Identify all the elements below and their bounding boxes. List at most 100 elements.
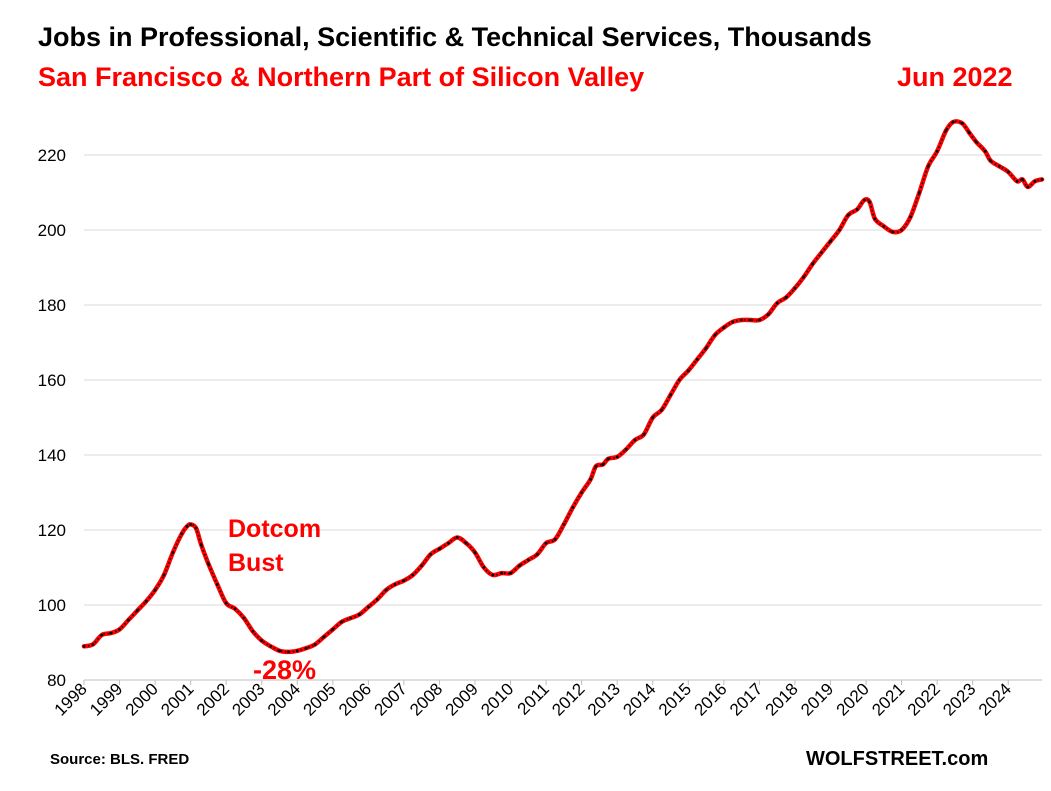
x-tick-label-2000: 2000 bbox=[122, 679, 162, 719]
data-point bbox=[784, 296, 788, 299]
y-tick-label-120: 120 bbox=[38, 521, 66, 540]
y-tick-label-160: 160 bbox=[38, 371, 66, 390]
data-point bbox=[983, 149, 987, 153]
data-point bbox=[838, 228, 841, 232]
data-point bbox=[855, 208, 859, 211]
chart-subtitle: San Francisco & Northern Part of Silicon… bbox=[38, 62, 645, 92]
data-point bbox=[126, 618, 130, 622]
data-point bbox=[967, 131, 971, 134]
data-point bbox=[215, 583, 219, 586]
data-point bbox=[304, 646, 308, 650]
data-point bbox=[669, 393, 672, 397]
data-point bbox=[482, 566, 486, 569]
data-point bbox=[562, 523, 566, 526]
data-point bbox=[535, 553, 539, 556]
y-tick-label-80: 80 bbox=[47, 671, 66, 690]
data-point bbox=[207, 562, 210, 566]
data-point bbox=[162, 573, 166, 577]
data-point bbox=[278, 649, 281, 653]
x-tick-label-2021: 2021 bbox=[868, 679, 908, 719]
data-point bbox=[553, 538, 557, 541]
y-tick-label-180: 180 bbox=[38, 296, 66, 315]
data-point bbox=[349, 616, 352, 620]
data-point bbox=[660, 408, 663, 412]
data-point bbox=[411, 573, 415, 577]
data-point bbox=[438, 547, 441, 551]
data-point bbox=[642, 433, 646, 436]
data-point bbox=[518, 564, 521, 567]
data-point bbox=[287, 650, 290, 654]
data-point bbox=[678, 378, 681, 382]
x-tick-label-2006: 2006 bbox=[335, 679, 375, 719]
data-point bbox=[686, 369, 690, 372]
data-point bbox=[1006, 170, 1010, 174]
data-point bbox=[464, 541, 468, 545]
data-point bbox=[749, 318, 752, 322]
data-point bbox=[429, 553, 432, 556]
data-point bbox=[295, 649, 299, 653]
data-point bbox=[189, 523, 193, 526]
data-point bbox=[802, 275, 806, 279]
data-point bbox=[153, 588, 157, 592]
data-point bbox=[766, 313, 770, 316]
data-point bbox=[900, 228, 903, 232]
data-point bbox=[420, 564, 424, 567]
x-tick-label-2012: 2012 bbox=[548, 679, 588, 719]
x-tick-label-2023: 2023 bbox=[939, 679, 979, 719]
data-point bbox=[367, 605, 370, 609]
data-point bbox=[944, 129, 948, 133]
data-point bbox=[1033, 179, 1037, 183]
x-tick-label-2024: 2024 bbox=[975, 679, 1015, 719]
data-point bbox=[589, 478, 592, 481]
y-tick-label-100: 100 bbox=[38, 596, 66, 615]
x-tick-label-2009: 2009 bbox=[442, 679, 482, 719]
data-point bbox=[601, 463, 605, 466]
data-point bbox=[580, 491, 584, 494]
data-point bbox=[1021, 178, 1024, 181]
data-point bbox=[331, 628, 335, 631]
data-point bbox=[242, 616, 246, 620]
data-point bbox=[109, 631, 113, 635]
x-tick-label-1999: 1999 bbox=[86, 679, 126, 719]
data-point bbox=[695, 358, 699, 361]
data-point bbox=[740, 318, 743, 322]
data-point bbox=[199, 543, 203, 547]
x-tick-label-2011: 2011 bbox=[514, 679, 553, 718]
x-tick-label-2015: 2015 bbox=[655, 679, 695, 719]
x-tick-label-2020: 2020 bbox=[833, 679, 873, 719]
annotation-drop-percent: -28% bbox=[253, 655, 317, 685]
data-point bbox=[974, 140, 978, 144]
data-point bbox=[100, 633, 104, 637]
grid-lines bbox=[84, 154, 1042, 606]
data-point bbox=[594, 464, 598, 468]
data-point bbox=[91, 643, 95, 646]
data-point bbox=[82, 644, 86, 648]
data-point bbox=[1040, 178, 1044, 181]
data-point bbox=[322, 635, 326, 639]
data-point bbox=[868, 200, 871, 204]
x-tick-label-2013: 2013 bbox=[584, 679, 624, 719]
source-note: Source: BLS. FRED bbox=[50, 751, 190, 768]
data-point bbox=[144, 599, 148, 603]
x-tick-label-2019: 2019 bbox=[797, 679, 837, 719]
x-tick-label-2018: 2018 bbox=[762, 679, 802, 719]
x-axis: 1998199920002001200220032004200520062007… bbox=[51, 679, 1015, 719]
data-point bbox=[269, 644, 272, 648]
data-point bbox=[375, 598, 379, 601]
data-point bbox=[180, 532, 184, 536]
data-point bbox=[1015, 179, 1019, 183]
data-point bbox=[1026, 185, 1030, 189]
data-point bbox=[340, 620, 344, 624]
data-point bbox=[500, 571, 504, 575]
y-tick-label-200: 200 bbox=[38, 221, 66, 240]
data-point bbox=[447, 541, 450, 545]
data-point bbox=[862, 198, 866, 202]
y-axis: 80 100 120 140 160 180 200 220 bbox=[38, 146, 66, 690]
data-point bbox=[918, 191, 921, 194]
data-point bbox=[713, 333, 717, 337]
data-point bbox=[882, 224, 886, 228]
annotation-peak: Jun 2022 bbox=[897, 62, 1013, 92]
data-point bbox=[384, 588, 388, 592]
data-point bbox=[722, 326, 726, 329]
data-point bbox=[260, 639, 264, 642]
